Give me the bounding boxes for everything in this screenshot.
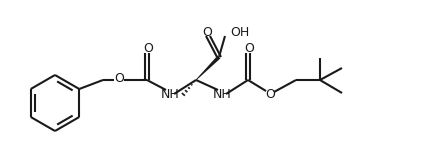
- Text: O: O: [143, 41, 153, 55]
- Text: NH: NH: [212, 87, 232, 101]
- Polygon shape: [196, 56, 220, 80]
- Text: OH: OH: [230, 26, 250, 38]
- Text: O: O: [265, 87, 275, 101]
- Text: O: O: [202, 26, 212, 38]
- Text: O: O: [114, 73, 124, 85]
- Text: NH: NH: [161, 87, 179, 101]
- Text: O: O: [244, 41, 254, 55]
